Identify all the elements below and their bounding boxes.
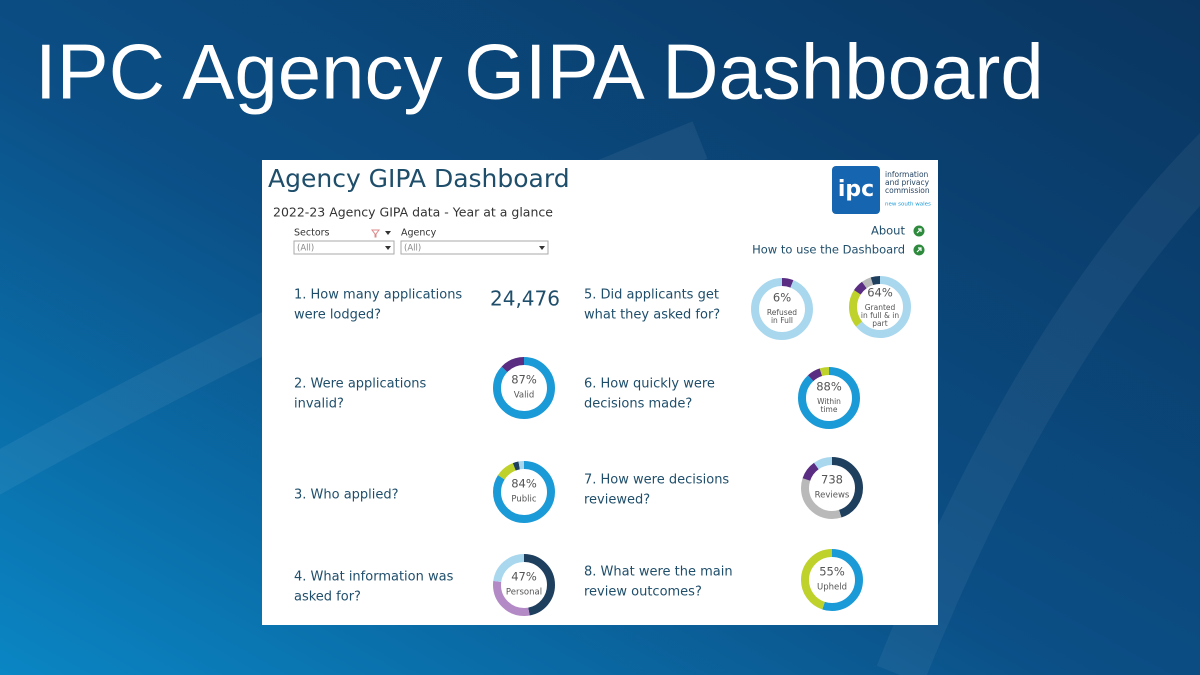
question-text: 8. What were the main [584,565,733,580]
link-arrow [916,247,922,253]
filter-label: Agency [401,228,437,239]
donut-caption: Refused [767,308,797,317]
link[interactable]: How to use the Dashboard [752,243,905,257]
question-text: were lodged? [294,308,381,323]
donut-caption: Personal [506,588,542,598]
dashboard: Agency GIPA Dashboard 2022-23 Agency GIPA… [268,164,931,616]
logo-name: and privacy [885,178,930,187]
question-text: 3. Who applied? [294,488,399,503]
question-text: review outcomes? [584,585,702,600]
donut-segment [493,554,555,616]
filter-dropdown[interactable] [400,240,549,255]
donut-caption: part [872,319,887,328]
donut-label: 88% [816,380,842,394]
question-text: 1. How many applications [294,288,462,303]
donut-caption: Public [511,495,536,505]
logo-mark: ipc [838,177,874,202]
filter-value: (All) [404,244,421,254]
donut-caption: Valid [514,391,534,401]
donut-label: 47% [511,570,537,584]
question-text: reviewed? [584,493,650,508]
donut-label: 55% [819,565,845,579]
logo-mark-bg [832,166,880,214]
donut-segment [798,367,860,429]
filter-dropdown[interactable] [293,240,395,255]
figure: 24,476 [490,287,560,311]
logo-region: new south wales [885,202,931,208]
donut-segment [849,276,911,338]
donut-label: 84% [511,477,537,491]
slide-title: IPC Agency GIPA Dashboard [35,28,1044,116]
donut-label: 738 [821,473,843,487]
dropdown-arrow [385,231,391,235]
donut-segment [493,357,555,419]
donut-caption: time [821,405,838,414]
donut-caption: Upheld [817,583,847,593]
link[interactable]: About [871,224,905,238]
dropdown-arrow [539,246,545,250]
logo-name: commission [885,186,930,195]
donut-segment [801,457,863,519]
dashboard-title: Agency GIPA Dashboard [268,164,570,193]
question-text: 6. How quickly were [584,377,715,392]
donut-label: 6% [773,291,791,305]
question-text: 4. What information was [294,570,454,585]
filter-label: Sectors [294,228,330,239]
donut-segment [849,276,911,338]
question-text: asked for? [294,590,361,605]
donut-caption: Granted [865,303,896,312]
filter-icon [371,229,380,238]
question-text: invalid? [294,397,344,412]
donut-label: 64% [867,286,893,300]
question-text: decisions made? [584,397,692,412]
dashboard-subtitle: 2022-23 Agency GIPA data - Year at a gla… [273,205,553,220]
dropdown-arrow [385,246,391,250]
donut-caption: in full & in [861,311,899,320]
logo-name: information [885,170,929,179]
donut-caption: in Full [771,316,793,325]
donut-caption: Within [817,397,841,406]
donut-segment [751,278,813,340]
question-text: 5. Did applicants get [584,288,719,303]
donut-segment [493,461,555,523]
decor-arc [876,133,1200,675]
donut-caption: Reviews [815,491,850,501]
donut-segment [801,549,863,611]
donut-label: 87% [511,373,537,387]
question-text: 7. How were decisions [584,473,729,488]
filter-value: (All) [297,244,314,254]
donut-segment [493,554,555,616]
donut-segment [801,457,863,519]
question-text: what they asked for? [584,308,720,323]
question-text: 2. Were applications [294,377,427,392]
link-arrow [916,228,922,234]
